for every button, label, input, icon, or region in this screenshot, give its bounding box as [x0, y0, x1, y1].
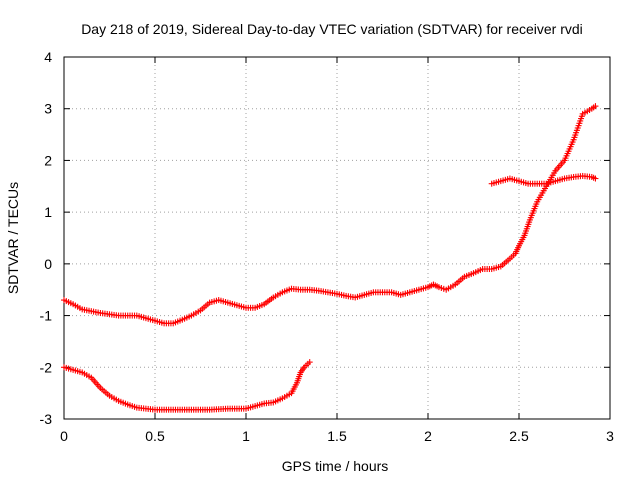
x-axis-label: GPS time / hours	[282, 458, 389, 474]
y-axis-label: SDTVAR / TECUs	[5, 182, 21, 294]
chart-title: Day 218 of 2019, Sidereal Day-to-day VTE…	[81, 21, 583, 37]
y-tick-label: -3	[40, 411, 53, 427]
series-lower-track	[61, 359, 313, 413]
x-tick-label: 0.5	[145, 428, 165, 444]
data-point-marker	[306, 359, 313, 366]
series-late-track	[488, 172, 599, 187]
x-tick-label: 2.5	[509, 428, 529, 444]
x-tick-label: 3	[606, 428, 614, 444]
axis-ticks: 0 0.5 1 1.5 2 2.5 3 -3 -2 -1 0 1 2 3 4	[40, 49, 615, 444]
y-tick-label: 2	[44, 152, 52, 168]
y-tick-label: 4	[44, 49, 52, 65]
chart-grid	[64, 57, 610, 419]
data-point-marker	[592, 103, 599, 110]
y-tick-label: -2	[40, 359, 53, 375]
y-tick-label: 1	[44, 204, 52, 220]
data-point-marker	[592, 175, 599, 182]
x-tick-label: 0	[60, 428, 68, 444]
y-tick-label: 3	[44, 101, 52, 117]
x-tick-label: 1.5	[327, 428, 347, 444]
y-tick-label: -1	[40, 308, 53, 324]
series-upper-track	[61, 103, 599, 327]
x-tick-label: 2	[424, 428, 432, 444]
y-tick-label: 0	[44, 256, 52, 272]
x-tick-label: 1	[242, 428, 250, 444]
data-series	[61, 103, 599, 413]
